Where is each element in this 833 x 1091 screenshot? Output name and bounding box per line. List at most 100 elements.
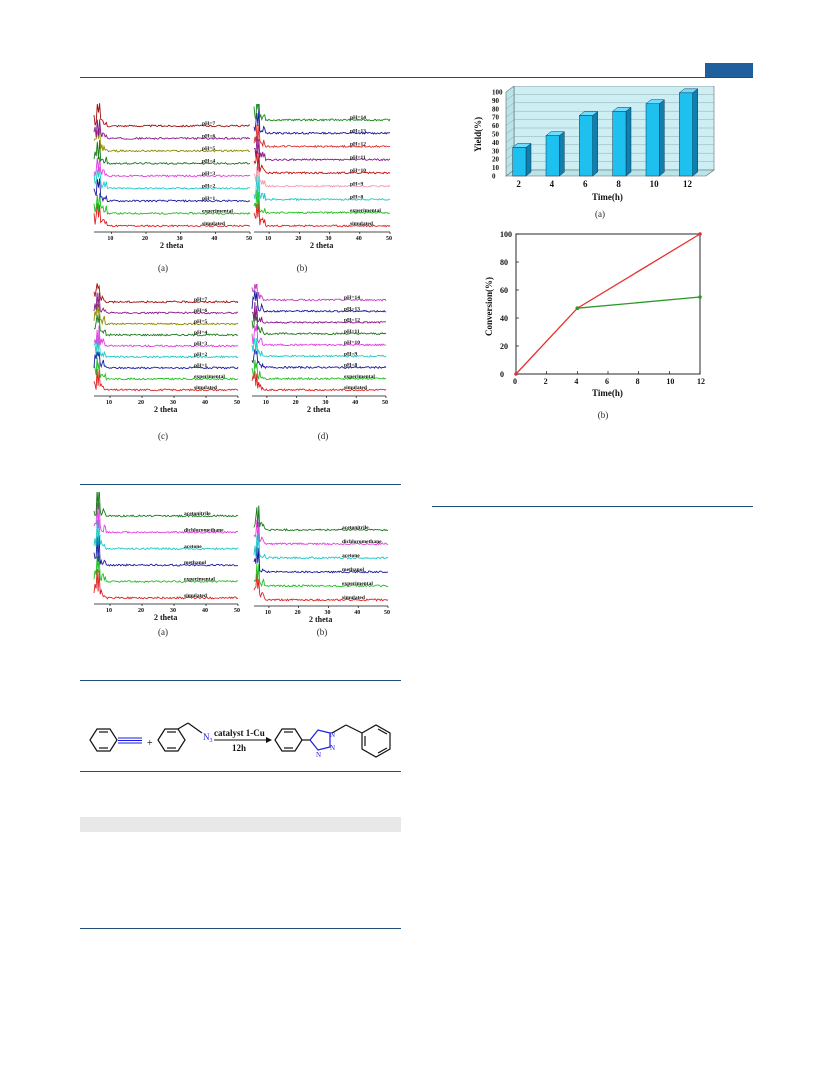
xrd-tick-label: 30 xyxy=(324,610,330,616)
xrd-trace-label: simulated xyxy=(194,385,217,391)
xrd-tick-label: 30 xyxy=(326,236,332,242)
xrd-trace xyxy=(253,124,391,149)
bar-12 xyxy=(678,88,699,177)
bar-x-tick: 12 xyxy=(683,179,693,189)
xrd-trace xyxy=(253,546,389,574)
xrd-trace-label: experimental xyxy=(344,374,375,380)
bar-x-tick: 8 xyxy=(616,179,621,189)
xrd-trace-label: simulated xyxy=(184,593,207,599)
xrd-trace-label: pH=14 xyxy=(350,115,366,121)
xrd-x-label: 2 theta xyxy=(309,615,332,624)
xrd-tick-label: 10 xyxy=(265,236,271,242)
xrd-trace xyxy=(93,555,239,584)
table-header-bar xyxy=(80,817,401,832)
xrd-trace xyxy=(93,193,251,216)
line-chart-caption: (b) xyxy=(597,410,609,420)
xrd-tick-label: 20 xyxy=(138,608,144,614)
xrd-tick-label: 50 xyxy=(382,400,388,406)
xrd-tick-label: 10 xyxy=(265,610,271,616)
xrd-trace xyxy=(251,370,387,392)
xrd-trace-label: dichloromethane xyxy=(184,527,224,533)
xrd-trace-label: pH=3 xyxy=(202,171,215,177)
plus-sign: + xyxy=(147,738,153,749)
xrd-tick-label: 40 xyxy=(356,236,362,242)
xrd-trace xyxy=(93,127,251,153)
xrd-trace xyxy=(93,357,239,381)
triazole-n2: N xyxy=(330,744,335,752)
xrd-trace-label: pH=1 xyxy=(194,363,207,369)
xrd-trace xyxy=(251,284,387,302)
xrd-trace xyxy=(93,119,251,141)
conversion-line-chart: 0 2 4 6 8 10 12 0 20 40 60 80 100 Time(h) Conversion(%… xyxy=(484,230,705,398)
ph-caption-b: (b) xyxy=(296,263,308,273)
line-y-tick: 100 xyxy=(500,230,512,239)
bar-6 xyxy=(578,110,599,177)
xrd-trace-label: pH=9 xyxy=(344,351,357,357)
xrd-tick-label: 40 xyxy=(202,400,208,406)
xrd-trace-label: pH=6 xyxy=(194,308,207,314)
xrd-trace-label: pH=3 xyxy=(194,341,207,347)
xrd-trace-label: pH=7 xyxy=(202,121,215,127)
azide-label: N3 xyxy=(203,732,213,744)
bar-y-tick: 40 xyxy=(492,139,500,147)
xrd-trace-label: pH=10 xyxy=(344,340,360,346)
line-x-tick: 10 xyxy=(666,377,674,386)
xrd-tick-label: 40 xyxy=(352,400,358,406)
line-y-tick: 20 xyxy=(500,342,508,351)
xrd-tick-label: 20 xyxy=(295,610,301,616)
line-point xyxy=(698,295,702,299)
bar-chart-caption: (a) xyxy=(595,209,605,219)
xrd-trace-label: pH=12 xyxy=(350,142,366,148)
xrd-trace-label: experimental xyxy=(194,374,225,380)
xrd-trace-label: pH=13 xyxy=(350,128,366,134)
xrd-trace-label: pH=13 xyxy=(344,306,360,312)
xrd-tick-label: 40 xyxy=(202,608,208,614)
line-x-tick: 6 xyxy=(605,377,609,386)
xrd-trace xyxy=(93,519,239,551)
figure-solvent-stability: simulated experimental methanol acetone dich… xyxy=(80,488,410,638)
xrd-trace xyxy=(93,178,251,203)
xrd-trace xyxy=(93,203,251,228)
xrd-trace-label: acetone xyxy=(184,544,202,550)
xrd-trace-label: pH=5 xyxy=(202,146,215,152)
line-x-tick: 12 xyxy=(697,377,705,386)
xrd-x-label: 2 theta xyxy=(307,405,330,414)
bar-y-tick: 0 xyxy=(492,173,496,181)
line-point xyxy=(698,232,702,236)
solvent-caption-b: (b) xyxy=(316,627,328,637)
xrd-tick-label: 50 xyxy=(384,610,390,616)
xrd-trace xyxy=(93,535,239,567)
xrd-tick-label: 40 xyxy=(354,610,360,616)
xrd-x-label: 2 theta xyxy=(310,241,333,250)
xrd-trace xyxy=(93,103,250,128)
bar-4 xyxy=(545,131,566,177)
xrd-trace xyxy=(93,292,239,315)
ph-caption-c: (c) xyxy=(158,431,168,441)
bar-y-tick: 100 xyxy=(492,89,503,97)
line-point xyxy=(575,306,580,310)
figure-ph-stability: simulated experimental pH=1 pH=2 pH=3 pH=4 pH=… xyxy=(80,84,410,444)
xrd-trace xyxy=(251,301,387,324)
xrd-trace-label: dichloromethane xyxy=(342,539,382,545)
bar-y-tick: 30 xyxy=(492,147,500,155)
xrd-trace xyxy=(93,139,251,165)
xrd-trace-label: pH=8 xyxy=(350,195,363,201)
xrd-x-label: 2 theta xyxy=(154,405,177,414)
xrd-tick-label: 10 xyxy=(263,400,269,406)
scheme-top-rule xyxy=(80,680,401,681)
xrd-trace-label: pH=2 xyxy=(194,352,207,358)
bar-y-tick: 10 xyxy=(492,164,500,172)
xrd-trace-label: methanol xyxy=(342,567,364,573)
xrd-trace xyxy=(253,150,391,175)
xrd-trace xyxy=(93,303,239,326)
xrd-trace xyxy=(251,290,387,313)
solvent-caption-a: (a) xyxy=(158,627,168,637)
line-point xyxy=(514,372,518,376)
xrd-trace xyxy=(253,201,391,228)
bar-x-tick: 6 xyxy=(583,179,588,189)
xrd-trace-label: simulated xyxy=(202,221,225,227)
xrd-trace xyxy=(253,533,389,560)
xrd-trace-label: pH=2 xyxy=(202,184,215,190)
xrd-trace-label: pH=7 xyxy=(194,297,207,303)
xrd-trace xyxy=(253,136,391,162)
